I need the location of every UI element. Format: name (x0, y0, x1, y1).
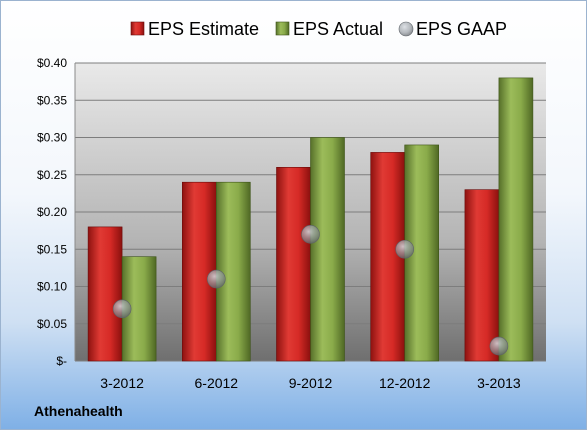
bar-eps-actual-6-2012 (216, 181, 251, 362)
x-tick-label: 3-2013 (477, 375, 521, 391)
bars (87, 77, 534, 362)
legend-swatch-eps-gaap (398, 21, 414, 37)
bar-eps-actual-3-2013 (498, 77, 534, 362)
bar-eps-estimate-6-2012 (182, 181, 217, 362)
legend-label: EPS Actual (293, 19, 383, 39)
company-name: Athenahealth (34, 403, 123, 419)
bar-eps-actual-9-2012 (310, 137, 345, 362)
y-tick-label: $0.10 (37, 280, 67, 294)
y-tick-label: $0.20 (37, 205, 67, 219)
point-eps-gaap-9-2012 (301, 225, 320, 244)
bar-eps-estimate-3-2012 (87, 226, 123, 362)
legend-swatch-eps-estimate (130, 21, 145, 36)
x-axis-ticks: 3-2012 6-2012 9-2012 12-2012 3-2013 (100, 375, 521, 391)
y-tick-label: $- (56, 354, 67, 368)
point-eps-gaap-3-2012 (112, 299, 132, 319)
y-axis-ticks: $- $0.05 $0.10 $0.15 $0.20 $0.25 $0.30 $0.35 $0.… (37, 56, 67, 368)
bar-eps-estimate-3-2013 (464, 189, 500, 362)
y-tick-label: $0.15 (37, 242, 67, 256)
gaap-points (112, 225, 509, 356)
legend-label: EPS Estimate (148, 19, 259, 39)
y-tick-label: $0.05 (37, 317, 67, 331)
legend-label: EPS GAAP (416, 19, 507, 39)
x-tick-label: 9-2012 (289, 375, 333, 391)
point-eps-gaap-12-2012 (395, 239, 415, 259)
bar-eps-estimate-9-2012 (276, 167, 311, 362)
bar-eps-estimate-12-2012 (370, 152, 406, 362)
point-eps-gaap-3-2013 (489, 336, 509, 356)
legend: EPS Estimate EPS Actual EPS GAAP (130, 19, 507, 39)
y-tick-label: $0.35 (37, 93, 67, 107)
x-tick-label: 12-2012 (379, 375, 431, 391)
point-eps-gaap-6-2012 (207, 269, 226, 289)
x-tick-label: 6-2012 (195, 375, 239, 391)
y-tick-label: $0.30 (37, 131, 67, 145)
x-tick-label: 3-2012 (100, 375, 144, 391)
legend-swatch-eps-actual (275, 21, 290, 36)
y-tick-label: $0.25 (37, 168, 67, 182)
y-tick-label: $0.40 (37, 56, 67, 70)
